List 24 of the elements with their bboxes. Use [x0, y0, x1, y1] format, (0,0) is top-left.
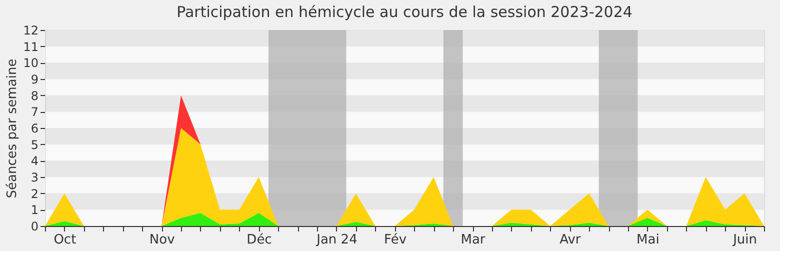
x-tick-label: Nov — [149, 232, 176, 248]
y-tick-label: 3 — [30, 170, 38, 184]
y-tick-label: 12 — [23, 24, 38, 38]
x-tick-label: Déc — [246, 232, 272, 248]
y-axis-title: Séances par semaine — [5, 58, 20, 198]
y-tick-label: 4 — [30, 154, 38, 168]
chart-title: Participation en hémicycle au cours de la session 2023-2024 — [176, 3, 632, 21]
y-tick-label: 7 — [30, 105, 38, 120]
y-tick-label: 8 — [30, 88, 38, 103]
x-tick-label: Jan 24 — [316, 232, 358, 248]
x-tick-label: Oct — [54, 232, 76, 248]
x-tick-label: Mai — [636, 232, 660, 248]
y-tick-label: 10 — [23, 56, 38, 70]
y-tick-label: 11 — [23, 40, 38, 54]
x-tick-label: Fév — [384, 232, 407, 248]
y-tick-label: 0 — [30, 220, 38, 234]
y-tick-label: 2 — [30, 186, 38, 201]
y-tick-label: 6 — [30, 122, 38, 136]
x-tick-label: Mar — [460, 232, 486, 248]
y-tick-label: 1 — [30, 203, 38, 218]
y-tick-label: 9 — [30, 72, 38, 86]
x-tick-label: Avr — [560, 232, 582, 248]
y-tick-label: 5 — [30, 138, 38, 152]
x-tick-label: Juin — [732, 232, 758, 248]
